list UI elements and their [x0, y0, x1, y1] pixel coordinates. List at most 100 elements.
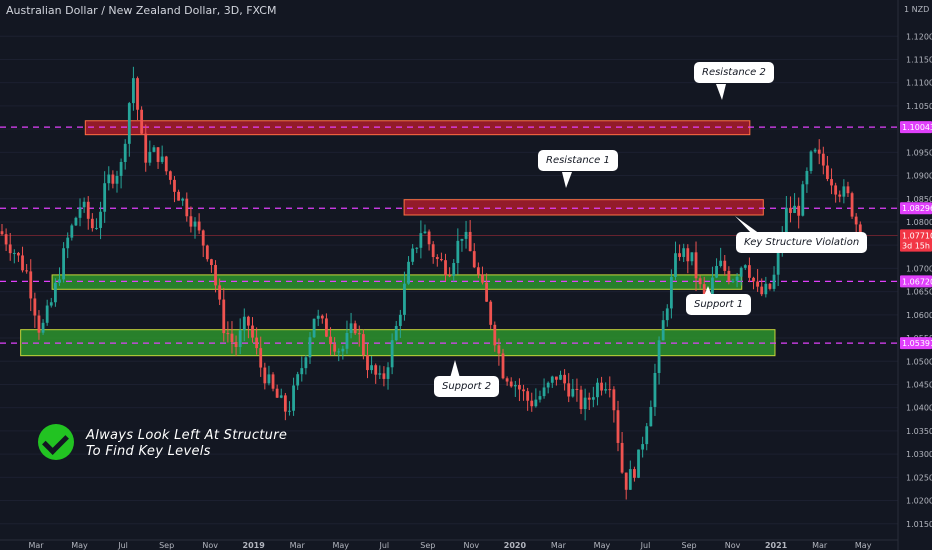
- bull-candle: [160, 156, 164, 162]
- key-violation-pointer: [735, 216, 760, 234]
- bear-candle: [21, 255, 24, 271]
- bear-candle: [694, 252, 698, 279]
- bear-candle: [616, 410, 620, 443]
- bull-candle: [152, 147, 156, 152]
- bull-candle: [103, 183, 107, 212]
- bear-candle: [702, 284, 706, 300]
- bear-candle: [501, 353, 505, 379]
- price-label: 1.07710: [902, 231, 932, 240]
- bull-candle: [99, 211, 102, 228]
- y-tick-label: 1.01500: [906, 520, 932, 529]
- y-tick-label: 1.04500: [906, 380, 932, 389]
- bull-candle: [390, 340, 394, 368]
- bear-candle: [846, 186, 850, 194]
- bull-candle: [304, 357, 308, 369]
- bear-candle: [838, 194, 842, 197]
- bear-candle: [472, 251, 476, 268]
- bear-candle: [366, 355, 369, 371]
- bear-candle: [748, 265, 751, 278]
- bull-candle: [300, 368, 304, 375]
- bull-candle: [735, 276, 739, 281]
- bull-candle: [793, 205, 796, 213]
- candles: [0, 66, 862, 500]
- bear-candle: [431, 244, 435, 258]
- bull-candle: [49, 302, 53, 306]
- price-label-bg: [900, 229, 932, 242]
- bear-candle: [797, 205, 801, 216]
- bear-candle: [177, 191, 180, 201]
- bull-candle: [312, 318, 316, 338]
- bear-candle: [427, 231, 431, 245]
- x-tick-label: Jul: [378, 541, 389, 550]
- bear-candle: [587, 397, 591, 400]
- bear-candle: [435, 257, 439, 260]
- bear-candle: [201, 230, 205, 246]
- bear-candle: [144, 133, 148, 163]
- bull-candle: [70, 225, 74, 238]
- bull-candle: [596, 382, 599, 398]
- bull-candle: [743, 265, 747, 268]
- x-tick-label: May: [855, 541, 872, 550]
- bear-candle: [723, 260, 727, 271]
- y-tick-label: 1.02500: [906, 473, 932, 482]
- bear-candle: [468, 231, 472, 252]
- bull-candle: [398, 314, 402, 326]
- bear-candle: [374, 365, 378, 375]
- bull-candle: [604, 389, 608, 391]
- bull-candle: [538, 396, 542, 400]
- bull-candle: [637, 449, 640, 478]
- bear-candle: [858, 224, 862, 236]
- bull-candle: [292, 385, 295, 411]
- note-line-2: To Find Key Levels: [86, 444, 211, 459]
- bull-candle: [805, 170, 809, 185]
- bull-candle: [534, 399, 538, 407]
- bull-candle: [772, 274, 776, 289]
- bear-candle: [197, 221, 201, 231]
- y-tick-label: 1.07000: [906, 264, 932, 273]
- bear-candle: [485, 282, 488, 302]
- bear-candle: [29, 271, 33, 299]
- bear-candle: [440, 259, 443, 261]
- bear-candle: [481, 274, 484, 283]
- bull-candle: [12, 252, 16, 254]
- bull-candle: [107, 174, 111, 184]
- bull-candle: [394, 325, 398, 341]
- bull-candle: [349, 323, 353, 333]
- bear-candle: [600, 382, 603, 391]
- support-zone: [51, 274, 743, 290]
- bear-candle: [830, 179, 833, 186]
- bull-candle: [452, 263, 456, 276]
- bull-candle: [813, 149, 817, 152]
- bear-candle: [727, 270, 731, 282]
- bull-candle: [842, 186, 846, 197]
- price-label-bg: [900, 337, 932, 350]
- bear-candle: [8, 244, 12, 254]
- bear-candle: [448, 275, 452, 277]
- bull-candle: [653, 372, 657, 407]
- y-tick-label: 1.09500: [906, 148, 932, 157]
- bear-candle: [329, 336, 332, 345]
- x-tick-label: Mar: [290, 541, 306, 550]
- bull-candle: [423, 231, 427, 234]
- bear-candle: [4, 234, 8, 245]
- x-tick-label: 2021: [765, 541, 788, 550]
- chart-title: Australian Dollar / New Zealand Dollar, …: [6, 4, 277, 17]
- bear-candle: [752, 277, 755, 282]
- bull-candle: [731, 280, 735, 282]
- bear-candle: [509, 381, 513, 387]
- bull-candle: [645, 426, 649, 445]
- bull-candle: [801, 184, 805, 216]
- bear-candle: [111, 174, 115, 184]
- bull-candle: [641, 444, 645, 450]
- time-axis: Mar May Jul Sep Nov 2019 Mar May Jul Sep Nov 2020 Ma…: [0, 539, 898, 550]
- bear-candle: [789, 207, 792, 213]
- price-label: 1.06720: [902, 277, 932, 286]
- bull-candle: [127, 103, 131, 144]
- bull-candle: [288, 410, 291, 412]
- support-1-callout: Support 1: [686, 294, 752, 315]
- bull-candle: [649, 406, 653, 427]
- resistance-zone: [84, 120, 751, 136]
- bear-candle: [526, 391, 530, 401]
- bear-candle: [554, 376, 558, 380]
